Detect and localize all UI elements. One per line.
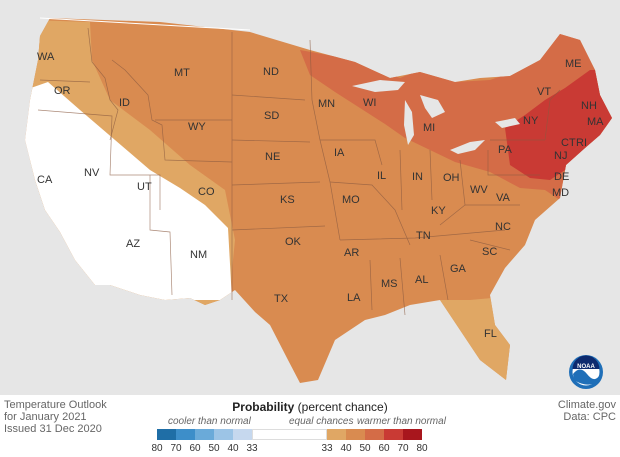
- state-borders: [37, 27, 561, 316]
- legend-swatch-cool-4: [233, 429, 252, 440]
- state-label-ny: NY: [523, 115, 539, 127]
- legend-tick-cool-1: 70: [170, 443, 182, 454]
- legend-tick-warm-0: 33: [321, 443, 333, 454]
- noaa-logo-icon: NOAA: [569, 355, 603, 389]
- outlook-regions: [25, 18, 612, 383]
- region-equal-chances: [25, 82, 232, 300]
- state-label-az: AZ: [126, 238, 141, 250]
- legend-swatch-cool-0: [157, 429, 176, 440]
- us-map: [25, 17, 612, 383]
- legend-swatch-warm-3: [384, 429, 403, 440]
- canada-border: [39, 17, 251, 31]
- state-label-md: MD: [552, 187, 570, 199]
- legend-title-rest: (percent chance): [297, 400, 388, 414]
- state-label-tx: TX: [274, 293, 289, 305]
- state-label-sd: SD: [264, 110, 280, 122]
- state-label-va: VA: [496, 192, 510, 204]
- state-label-mn: MN: [318, 98, 336, 110]
- state-label-wy: WY: [188, 121, 206, 133]
- state-label-vt: VT: [537, 86, 552, 98]
- state-label-mi: MI: [423, 122, 436, 134]
- legend-tick-cool-4: 40: [227, 443, 239, 454]
- legend-tick-warm-4: 70: [397, 443, 409, 454]
- state-label-tn: TN: [416, 230, 431, 242]
- state-label-nv: NV: [84, 167, 100, 179]
- state-label-il: IL: [377, 170, 387, 182]
- outlook-map: [0, 0, 620, 395]
- state-label-ks: KS: [280, 194, 295, 206]
- state-label-pa: PA: [498, 144, 512, 156]
- outlook-title: Temperature Outlook: [4, 399, 107, 411]
- outlook-period: for January 2021: [4, 411, 87, 423]
- outlook-issued: Issued 31 Dec 2020: [4, 423, 102, 435]
- legend-swatch-warm-0: [327, 429, 346, 440]
- state-label-nc: NC: [495, 221, 511, 233]
- legend-swatch-warm-2: [365, 429, 384, 440]
- state-label-nj: NJ: [554, 150, 568, 162]
- legend-swatch-warm-1: [346, 429, 365, 440]
- legend-tick-cool-5: 33: [246, 443, 258, 454]
- state-label-in: IN: [412, 171, 423, 183]
- state-label-mo: MO: [342, 194, 360, 206]
- state-label-ut: UT: [137, 181, 152, 193]
- state-label-mt: MT: [174, 67, 190, 79]
- state-label-ky: KY: [431, 205, 446, 217]
- state-label-la: LA: [347, 292, 361, 304]
- legend-tick-cool-3: 50: [208, 443, 220, 454]
- state-label-ma: MA: [587, 116, 604, 128]
- state-label-or: OR: [54, 85, 71, 97]
- legend-tick-warm-5: 80: [416, 443, 428, 454]
- state-label-id: ID: [119, 97, 130, 109]
- legend-swatch-cool-3: [214, 429, 233, 440]
- state-label-ar: AR: [344, 247, 360, 259]
- legend-title: Probability (percent chance): [0, 400, 620, 414]
- state-label-ca: CA: [37, 174, 53, 186]
- legend-title-bold: Probability: [232, 400, 295, 414]
- legend-swatch-cool-1: [176, 429, 195, 440]
- state-label-ct: CT: [561, 137, 576, 149]
- legend-warmer-label: warmer than normal: [357, 416, 446, 427]
- state-label-wi: WI: [363, 97, 377, 109]
- state-label-de: DE: [554, 171, 570, 183]
- legend-equal-label: equal chances: [289, 416, 354, 427]
- legend-swatch-cool-2: [195, 429, 214, 440]
- state-label-nh: NH: [581, 100, 597, 112]
- legend-swatch-equal: [252, 429, 327, 440]
- state-label-sc: SC: [482, 246, 498, 258]
- legend-tick-cool-2: 60: [189, 443, 201, 454]
- region-33-40-southeast: [420, 298, 515, 383]
- state-label-ga: GA: [450, 263, 466, 275]
- state-label-co: CO: [198, 186, 215, 198]
- state-label-ri: RI: [576, 137, 587, 149]
- state-label-ia: IA: [334, 147, 345, 159]
- legend-cooler-label: cooler than normal: [168, 416, 251, 427]
- state-label-wa: WA: [37, 51, 55, 63]
- state-label-nm: NM: [190, 249, 208, 261]
- state-label-nd: ND: [263, 66, 279, 78]
- footer: [0, 395, 620, 457]
- legend-tick-warm-3: 60: [378, 443, 390, 454]
- state-label-ms: MS: [381, 278, 398, 290]
- state-label-fl: FL: [484, 328, 497, 340]
- legend-tick-warm-1: 40: [340, 443, 352, 454]
- legend-tick-cool-0: 80: [151, 443, 163, 454]
- noaa-logo-text: NOAA: [577, 364, 595, 370]
- state-label-oh: OH: [443, 172, 460, 184]
- state-label-wv: WV: [470, 184, 488, 196]
- legend-swatch-warm-4: [403, 429, 422, 440]
- legend-tick-warm-2: 50: [359, 443, 371, 454]
- state-label-ne: NE: [265, 151, 281, 163]
- state-label-ok: OK: [285, 236, 301, 248]
- data-credit: Data: CPC: [563, 411, 616, 423]
- great-lakes: [352, 80, 520, 154]
- source-credit: Climate.gov: [557, 399, 616, 411]
- state-label-me: ME: [565, 58, 582, 70]
- state-label-al: AL: [415, 274, 429, 286]
- noaa-logo: NOAA: [568, 354, 604, 390]
